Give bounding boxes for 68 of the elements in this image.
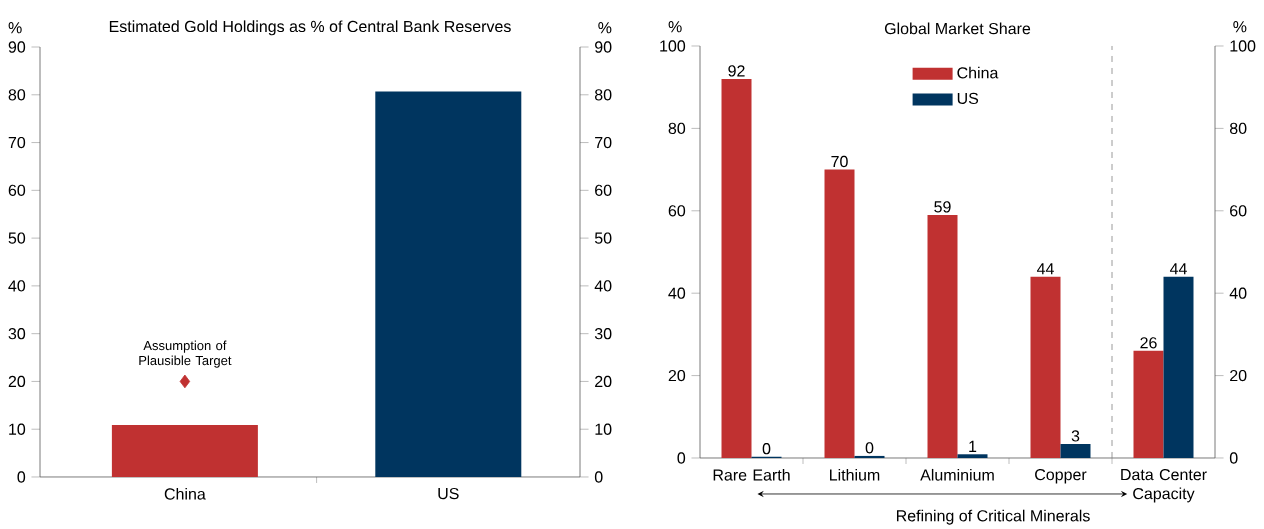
y2-tick-label: 10 bbox=[595, 423, 612, 435]
bar bbox=[957, 454, 988, 458]
x-tick-label: Rare Earth bbox=[713, 468, 790, 481]
bar bbox=[1133, 350, 1164, 458]
bar bbox=[1030, 276, 1061, 458]
y2-tick-label: 100 bbox=[1230, 40, 1256, 52]
legend-label: China bbox=[957, 66, 999, 79]
bar bbox=[1060, 443, 1091, 458]
y-tick-label: 20 bbox=[668, 369, 686, 382]
y2-tick-label: 40 bbox=[594, 280, 612, 292]
chart-title: Estimated Gold Holdings as % of Central Bank Reserves bbox=[109, 20, 511, 36]
y-tick-label: 0 bbox=[17, 471, 26, 483]
chart-title: Global Market Share bbox=[884, 22, 1031, 35]
y2-tick-label: 60 bbox=[595, 184, 612, 196]
data-label: 92 bbox=[728, 65, 745, 77]
data-label: 3 bbox=[1071, 430, 1080, 442]
x-tick-label: China bbox=[164, 487, 206, 500]
y-tick-label: 40 bbox=[8, 280, 26, 292]
bar bbox=[824, 169, 855, 458]
y-tick-label: 0 bbox=[677, 452, 686, 464]
data-label: 59 bbox=[934, 201, 951, 213]
y2-tick-label: 70 bbox=[595, 136, 612, 149]
data-label: 1 bbox=[969, 440, 977, 452]
y-tick-label: 40 bbox=[668, 287, 686, 299]
y2-tick-label: 20 bbox=[595, 375, 612, 388]
y-tick-label: 60 bbox=[668, 205, 686, 217]
y-tick-label: 10 bbox=[9, 423, 26, 435]
y2-tick-label: 60 bbox=[1230, 205, 1247, 217]
data-label: 44 bbox=[1036, 263, 1054, 275]
y2-tick-label: 30 bbox=[594, 328, 612, 340]
y2-tick-label: 0 bbox=[594, 471, 603, 483]
y2-tick-label: 90 bbox=[595, 41, 612, 53]
y-tick-label: 100 bbox=[660, 40, 686, 52]
y2-tick-label: 50 bbox=[594, 232, 612, 244]
data-label: 0 bbox=[762, 443, 771, 455]
bar bbox=[1163, 276, 1194, 458]
y-tick-label: 90 bbox=[8, 41, 26, 53]
y2-tick-label: 80 bbox=[1229, 122, 1247, 135]
bar bbox=[927, 214, 958, 458]
bar bbox=[854, 455, 885, 458]
y-tick-label: 50 bbox=[8, 232, 26, 244]
data-label: 26 bbox=[1140, 337, 1157, 349]
y2-tick-label: 0 bbox=[1229, 452, 1238, 464]
data-label: 44 bbox=[1169, 263, 1187, 275]
y2-axis-title: % bbox=[1233, 21, 1247, 33]
y-tick-label: 80 bbox=[8, 89, 26, 101]
y2-tick-label: 40 bbox=[1229, 287, 1247, 299]
x-tick-label: Aluminium bbox=[920, 468, 994, 481]
annotation: Assumption of Plausible Target bbox=[139, 340, 232, 368]
y2-tick-label: 20 bbox=[1230, 369, 1247, 382]
y-tick-label: 30 bbox=[8, 328, 26, 340]
x-tick-label: Copper bbox=[1035, 468, 1087, 484]
x-tick-label: Data Center Capacity bbox=[1121, 468, 1207, 503]
text: Refining of Critical Minerals bbox=[896, 509, 1090, 525]
y-axis-title: % bbox=[8, 22, 22, 34]
y2-tick-label: 80 bbox=[594, 89, 612, 101]
data-label: 0 bbox=[865, 442, 874, 454]
y-tick-label: 70 bbox=[8, 136, 26, 149]
y-axis-title: % bbox=[668, 21, 682, 33]
y2-axis-title: % bbox=[598, 22, 612, 34]
x-tick-label: US bbox=[438, 487, 459, 500]
data-label: 70 bbox=[831, 155, 848, 168]
bar bbox=[721, 78, 752, 458]
y-tick-label: 60 bbox=[8, 184, 26, 196]
y-tick-label: 20 bbox=[8, 375, 26, 388]
x-tick-label: Lithium bbox=[830, 468, 880, 481]
y-tick-label: 80 bbox=[668, 122, 686, 135]
legend-label: US bbox=[957, 92, 979, 105]
